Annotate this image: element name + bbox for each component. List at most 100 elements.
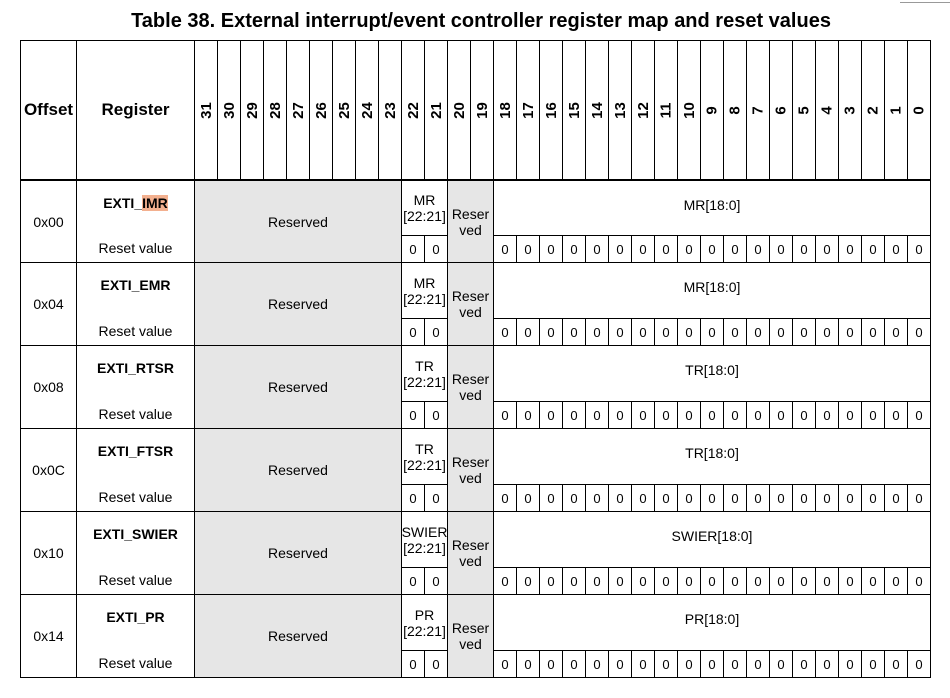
reset-bit: 0 bbox=[700, 401, 724, 429]
header-register-label: Register bbox=[101, 100, 170, 119]
reset-bit: 0 bbox=[677, 567, 701, 595]
reset-bit-value: 0 bbox=[754, 241, 762, 257]
reset-bit: 0 bbox=[769, 484, 793, 512]
bit-number: 29 bbox=[243, 101, 261, 119]
bit-number: 28 bbox=[266, 101, 284, 119]
reserved-split-1: Reser bbox=[451, 288, 490, 304]
reset-bit-value: 0 bbox=[708, 490, 716, 506]
reset-bit-value: 0 bbox=[800, 324, 808, 340]
reset-bit: 0 bbox=[562, 235, 586, 263]
reset-bit: 0 bbox=[746, 235, 770, 263]
register-name-suffix: SWIER bbox=[132, 526, 178, 542]
reset-bit: 0 bbox=[884, 567, 908, 595]
reset-bit: 0 bbox=[539, 484, 563, 512]
field-low: MR[18:0] bbox=[493, 262, 931, 319]
reset-bit-value: 0 bbox=[708, 241, 716, 257]
reserved-split-1: Reser bbox=[451, 454, 490, 470]
reset-bit-value: 0 bbox=[547, 241, 555, 257]
reset-bit-value: 0 bbox=[524, 407, 532, 423]
register-name: EXTI_FTSR bbox=[98, 443, 173, 459]
reset-bit: 0 bbox=[631, 235, 655, 263]
reset-bit: 0 bbox=[401, 484, 425, 512]
reset-bit-value: 0 bbox=[754, 407, 762, 423]
register-offset: 0x0C bbox=[20, 428, 77, 512]
bit-header: 0 bbox=[907, 40, 931, 180]
bit-number: 5 bbox=[795, 105, 813, 115]
reset-bit: 0 bbox=[493, 401, 517, 429]
field-high-name: MR bbox=[413, 192, 436, 208]
reset-bit-value: 0 bbox=[662, 656, 670, 672]
reset-bit-value: 0 bbox=[570, 656, 578, 672]
reset-bit-value: 0 bbox=[754, 573, 762, 589]
reset-bit-value: 0 bbox=[662, 573, 670, 589]
reset-bit: 0 bbox=[654, 650, 678, 678]
reserved-bits-20-19: Reser ved bbox=[447, 511, 494, 595]
reset-bit: 0 bbox=[516, 567, 540, 595]
reset-bit-value: 0 bbox=[708, 407, 716, 423]
register-cell: EXTI_IMR Reset value bbox=[76, 179, 195, 263]
reset-bit-value: 0 bbox=[892, 407, 900, 423]
bit-header: 16 bbox=[539, 40, 563, 180]
register-offset: 0x00 bbox=[20, 179, 77, 263]
reset-bit-value: 0 bbox=[915, 490, 923, 506]
field-low-name: MR[18:0] bbox=[683, 279, 741, 295]
reset-bit: 0 bbox=[792, 401, 816, 429]
field-high: TR [22:21] bbox=[401, 345, 448, 402]
register-name: EXTI_RTSR bbox=[97, 360, 174, 376]
reserved-bits-20-19: Reser ved bbox=[447, 345, 494, 429]
bit-number: 15 bbox=[565, 101, 583, 119]
reset-bit-value: 0 bbox=[685, 656, 693, 672]
field-high-range: [22:21] bbox=[403, 208, 446, 224]
reset-bit-value: 0 bbox=[662, 407, 670, 423]
reset-bit: 0 bbox=[769, 401, 793, 429]
reset-bit: 0 bbox=[700, 567, 724, 595]
reset-bit-value: 0 bbox=[685, 573, 693, 589]
bit-header: 19 bbox=[470, 40, 494, 180]
reset-bit-value: 0 bbox=[823, 490, 831, 506]
reset-bit: 0 bbox=[815, 567, 839, 595]
reset-bit: 0 bbox=[861, 235, 885, 263]
bit-number: 6 bbox=[772, 105, 790, 115]
reset-bit: 0 bbox=[769, 650, 793, 678]
reset-bit-value: 0 bbox=[846, 324, 854, 340]
field-high-range: [22:21] bbox=[403, 290, 446, 307]
reset-bit: 0 bbox=[631, 318, 655, 346]
reset-bit-value: 0 bbox=[823, 573, 831, 589]
reset-bit-value: 0 bbox=[639, 573, 647, 589]
reserved-bits-20-19: Reser ved bbox=[447, 428, 494, 512]
offset-value: 0x00 bbox=[33, 213, 64, 230]
reset-bit-value: 0 bbox=[409, 407, 417, 423]
reset-bit: 0 bbox=[585, 235, 609, 263]
reset-bit-value: 0 bbox=[501, 490, 509, 506]
reset-bit: 0 bbox=[884, 650, 908, 678]
bit-number: 30 bbox=[220, 101, 238, 119]
reset-bit: 0 bbox=[884, 484, 908, 512]
offset-value: 0x14 bbox=[33, 628, 64, 644]
reset-bit: 0 bbox=[907, 567, 931, 595]
register-offset: 0x10 bbox=[20, 511, 77, 595]
reset-bit: 0 bbox=[516, 484, 540, 512]
reset-bit: 0 bbox=[700, 235, 724, 263]
reset-bit-value: 0 bbox=[846, 407, 854, 423]
reset-bit-value: 0 bbox=[662, 324, 670, 340]
field-low-name: MR[18:0] bbox=[683, 197, 741, 213]
reset-bit-value: 0 bbox=[731, 656, 739, 672]
reset-bit: 0 bbox=[746, 484, 770, 512]
field-low-name: SWIER[18:0] bbox=[671, 528, 753, 544]
reset-bit: 0 bbox=[585, 567, 609, 595]
field-high: MR [22:21] bbox=[401, 262, 448, 319]
reset-bit: 0 bbox=[608, 235, 632, 263]
register-name-prefix: EXTI_ bbox=[97, 443, 137, 459]
reset-bit: 0 bbox=[792, 484, 816, 512]
reset-bit-value: 0 bbox=[593, 241, 601, 257]
reset-bit-value: 0 bbox=[731, 573, 739, 589]
reset-bit-value: 0 bbox=[754, 656, 762, 672]
reset-bit: 0 bbox=[516, 401, 540, 429]
reset-bit: 0 bbox=[631, 484, 655, 512]
reset-bit-value: 0 bbox=[501, 407, 509, 423]
bit-number: 19 bbox=[473, 101, 491, 119]
reserved-label: Reserved bbox=[268, 628, 328, 644]
reset-bit: 0 bbox=[746, 401, 770, 429]
register-offset: 0x04 bbox=[20, 262, 77, 346]
reset-bit-value: 0 bbox=[409, 573, 417, 589]
